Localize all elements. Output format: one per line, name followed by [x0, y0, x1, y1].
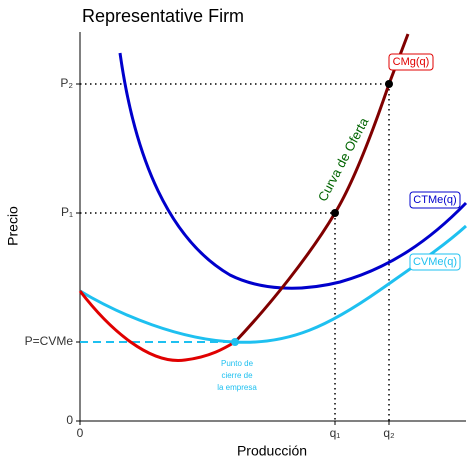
y-tick-label: P=CVMe	[25, 334, 74, 348]
note-line: cierre de	[221, 371, 253, 380]
cvme-label: CVMe(q)	[413, 256, 457, 268]
label-box	[409, 191, 461, 209]
note-line: la empresa	[217, 383, 257, 392]
tick-marks	[76, 83, 390, 425]
ctme-curve	[118, 52, 468, 290]
label-box	[388, 53, 434, 71]
point	[331, 209, 339, 217]
x-tick-label: q₂	[383, 426, 395, 440]
cmg-label: CMg(q)	[393, 56, 430, 68]
shutdown-point	[231, 338, 239, 346]
guide-lines	[80, 83, 390, 421]
x-tick-label: 0	[77, 426, 84, 440]
y-tick-label: P₁	[61, 205, 73, 219]
title: Representative Firm	[82, 6, 244, 26]
y-tick-label: P₂	[60, 76, 73, 90]
point	[385, 80, 393, 88]
cvme-curve	[79, 224, 468, 344]
supply-label: Curva de Oferta	[315, 114, 372, 203]
note-line: Punto de	[221, 359, 254, 368]
x-tick-label: q₁	[330, 426, 341, 440]
ctme-label: CTMe(q)	[413, 194, 456, 206]
y-axis-label: Precio	[5, 206, 21, 246]
cmg-curve-lower	[78, 290, 236, 362]
x-axis-label: Producción	[237, 443, 307, 459]
shutdown-note: Punto de cierre de la empresa	[217, 359, 257, 392]
label-box	[409, 253, 461, 271]
y-tick-label: 0	[66, 413, 73, 427]
